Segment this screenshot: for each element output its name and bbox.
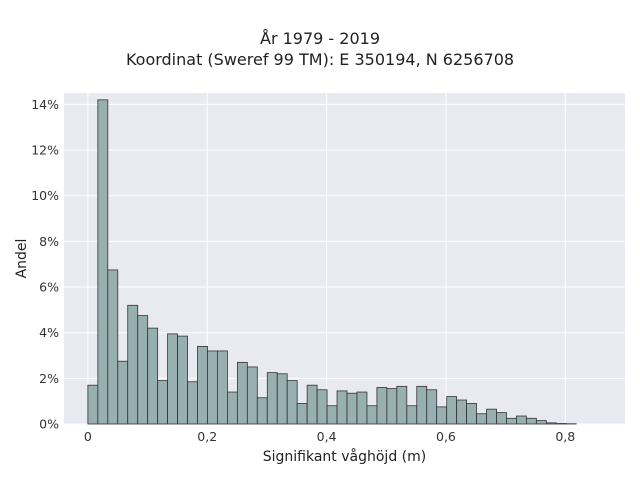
- histogram-bar: [535, 420, 547, 425]
- histogram-bar: [396, 385, 408, 425]
- histogram-bar: [316, 389, 328, 425]
- x-axis-ticks: 0 0,2 0,4 0,6 0,8: [84, 429, 575, 444]
- chart-subtitle: Koordinat (Sweref 99 TM): E 350194, N 62…: [125, 50, 515, 69]
- histogram-bar: [157, 380, 169, 425]
- histogram-bar: [456, 399, 468, 425]
- y-tick-label: 14%: [31, 97, 59, 112]
- x-tick-label: 0,2: [197, 429, 217, 444]
- histogram-bar: [366, 405, 378, 425]
- histogram-bar: [346, 392, 358, 425]
- histogram-bar: [406, 405, 418, 425]
- histogram-bar: [526, 417, 537, 425]
- histogram-bar: [296, 403, 308, 425]
- histogram-bar: [356, 391, 368, 425]
- histogram-bar: [207, 350, 218, 425]
- histogram-bar: [516, 415, 527, 425]
- histogram-bar: [187, 381, 198, 425]
- histogram-bar: [336, 390, 348, 425]
- y-tick-label: 12%: [31, 143, 59, 158]
- histogram-bar: [107, 269, 119, 425]
- histogram-bar: [376, 387, 388, 425]
- histogram-bar: [87, 384, 99, 425]
- histogram-bar: [246, 366, 258, 425]
- histogram-bar: [236, 361, 248, 425]
- histogram-bar: [486, 408, 497, 425]
- x-tick-label: 0,6: [436, 429, 456, 444]
- histogram-bar: [147, 327, 159, 425]
- histogram-bar: [266, 372, 278, 425]
- histogram-bar: [326, 405, 338, 425]
- x-axis-label: Signifikant våghöjd (m): [263, 448, 426, 465]
- histogram-bar: [276, 373, 288, 425]
- histogram-bar: [306, 384, 318, 425]
- y-tick-label: 10%: [31, 188, 59, 203]
- bars: [87, 99, 577, 425]
- x-tick-label: 0: [84, 429, 92, 444]
- histogram-bar: [496, 412, 507, 425]
- histogram-bar: [256, 397, 268, 425]
- histogram-bar: [506, 417, 517, 425]
- y-tick-label: 0%: [39, 417, 59, 432]
- y-tick-label: 2%: [39, 371, 59, 386]
- histogram-bar: [446, 396, 458, 425]
- histogram-bar: [137, 315, 149, 425]
- histogram-bar: [436, 406, 448, 425]
- histogram-bar: [386, 388, 398, 425]
- histogram-bar: [167, 333, 178, 425]
- x-tick-label: 0,4: [317, 429, 337, 444]
- chart-title: År 1979 - 2019: [260, 29, 380, 48]
- histogram-bar: [476, 413, 487, 425]
- histogram-bar: [416, 385, 428, 425]
- histogram-bar: [127, 304, 139, 425]
- histogram-bar: [426, 389, 438, 425]
- histogram-bar: [545, 422, 557, 425]
- histogram-bar: [117, 360, 129, 425]
- histogram-bar: [177, 335, 188, 425]
- y-tick-label: 8%: [39, 234, 59, 249]
- histogram-bar: [217, 350, 228, 425]
- histogram-bar: [97, 99, 109, 425]
- x-tick-label: 0,8: [555, 429, 575, 444]
- y-tick-label: 6%: [39, 280, 59, 295]
- grid-lines: [64, 93, 625, 425]
- histogram-bar: [227, 391, 238, 425]
- y-axis-label: Andel: [14, 239, 30, 279]
- y-tick-label: 4%: [39, 325, 59, 340]
- histogram-bar: [197, 345, 208, 425]
- y-axis-ticks: 0% 2% 4% 6% 8% 10% 12% 14%: [31, 97, 59, 432]
- histogram-bar: [466, 403, 477, 425]
- histogram-bar: [286, 380, 298, 425]
